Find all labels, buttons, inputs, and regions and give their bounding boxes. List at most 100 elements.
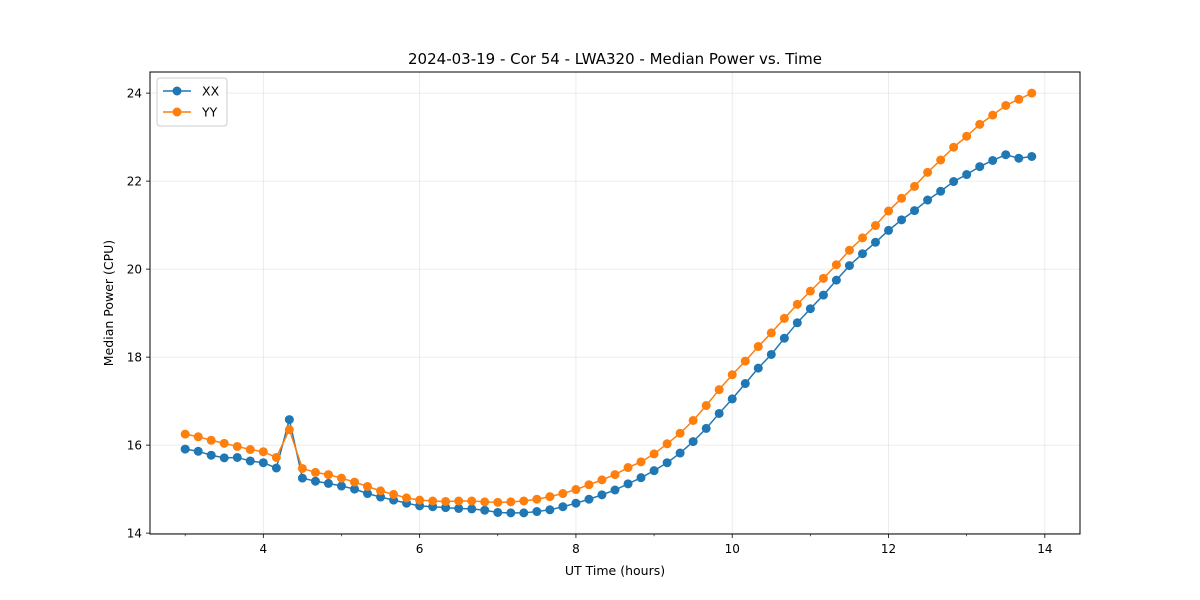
legend-label-yy: YY [201, 105, 218, 120]
data-point-yy [245, 445, 255, 455]
data-point-xx [376, 492, 386, 502]
series-yy [180, 88, 1037, 507]
data-point-xx [480, 505, 490, 515]
data-point-xx [831, 275, 841, 285]
data-point-yy [258, 447, 268, 457]
data-point-xx [206, 450, 216, 460]
data-point-yy [571, 485, 581, 495]
data-point-xx [1027, 151, 1037, 161]
x-tick-label: 8 [572, 542, 580, 556]
data-point-yy [1027, 88, 1037, 98]
data-point-xx [988, 155, 998, 165]
data-point-yy [975, 119, 985, 129]
x-tick-label: 6 [416, 542, 424, 556]
data-point-yy [232, 441, 242, 451]
data-point-yy [193, 432, 203, 442]
series-xx [180, 150, 1037, 518]
legend-label-xx: XX [202, 84, 220, 99]
data-point-yy [506, 497, 516, 507]
data-point-yy [389, 489, 399, 499]
data-point-yy [649, 449, 659, 459]
data-point-yy [441, 496, 451, 506]
data-point-yy [818, 273, 828, 283]
data-point-xx [571, 498, 581, 508]
data-point-xx [727, 394, 737, 404]
data-point-yy [297, 463, 307, 473]
data-point-xx [506, 508, 516, 518]
data-point-xx [284, 415, 294, 425]
data-point-xx [766, 349, 776, 359]
data-point-xx [610, 485, 620, 495]
y-tick-label: 24 [127, 87, 142, 101]
data-point-xx [519, 508, 529, 518]
data-point-xx [714, 408, 724, 418]
data-point-yy [415, 495, 425, 505]
data-point-xx [1014, 153, 1024, 163]
data-point-xx [245, 456, 255, 466]
y-axis-label: Median Power (CPU) [101, 240, 116, 366]
data-point-yy [988, 110, 998, 120]
data-point-yy [675, 428, 685, 438]
y-tick-label: 18 [127, 351, 142, 365]
data-point-xx [975, 162, 985, 172]
data-point-xx [362, 489, 372, 499]
data-point-yy [350, 477, 360, 487]
data-point-xx [858, 249, 868, 259]
data-point-xx [779, 333, 789, 343]
data-point-yy [467, 496, 477, 506]
data-point-yy [1014, 94, 1024, 104]
data-point-xx [675, 448, 685, 458]
data-point-yy [688, 415, 698, 425]
data-point-yy [454, 496, 464, 506]
data-point-yy [949, 142, 959, 152]
data-point-yy [584, 480, 594, 490]
data-point-yy [493, 497, 503, 507]
data-point-yy [362, 481, 372, 491]
data-point-yy [558, 489, 568, 499]
data-point-yy [623, 463, 633, 473]
data-point-xx [584, 494, 594, 504]
data-point-xx [493, 507, 503, 517]
data-point-xx [962, 170, 972, 180]
data-point-xx [884, 225, 894, 235]
data-point-yy [753, 342, 763, 352]
data-point-yy [805, 286, 815, 296]
data-point-yy [636, 457, 646, 467]
data-point-xx [688, 437, 698, 447]
data-point-yy [402, 493, 412, 503]
data-point-yy [519, 496, 529, 506]
data-point-xx [545, 505, 555, 515]
data-point-xx [636, 473, 646, 483]
data-point-yy [766, 328, 776, 338]
x-tick-label: 14 [1037, 542, 1052, 556]
data-point-xx [936, 186, 946, 196]
data-point-yy [740, 356, 750, 366]
data-point-yy [323, 470, 333, 480]
legend-marker-yy [172, 107, 182, 117]
x-axis-label: UT Time (hours) [565, 563, 665, 578]
data-point-xx [232, 452, 242, 462]
data-point-yy [428, 496, 438, 506]
data-point-xx [649, 466, 659, 476]
data-point-yy [610, 470, 620, 480]
data-point-xx [753, 363, 763, 373]
data-point-yy [206, 435, 216, 445]
x-tick-label: 4 [259, 542, 267, 556]
y-tick-label: 20 [127, 263, 142, 277]
grid [150, 72, 1080, 534]
data-point-yy [792, 299, 802, 309]
data-point-xx [792, 318, 802, 328]
data-point-xx [258, 458, 268, 468]
data-point-xx [310, 476, 320, 486]
data-point-xx [923, 195, 933, 205]
plot-frame [149, 71, 1081, 535]
data-point-xx [467, 504, 477, 514]
data-point-yy [727, 370, 737, 380]
y-tick-label: 14 [127, 527, 142, 541]
data-point-xx [219, 453, 229, 463]
data-point-yy [923, 167, 933, 177]
data-point-xx [336, 481, 346, 491]
data-point-yy [219, 438, 229, 448]
data-point-xx [180, 444, 190, 454]
